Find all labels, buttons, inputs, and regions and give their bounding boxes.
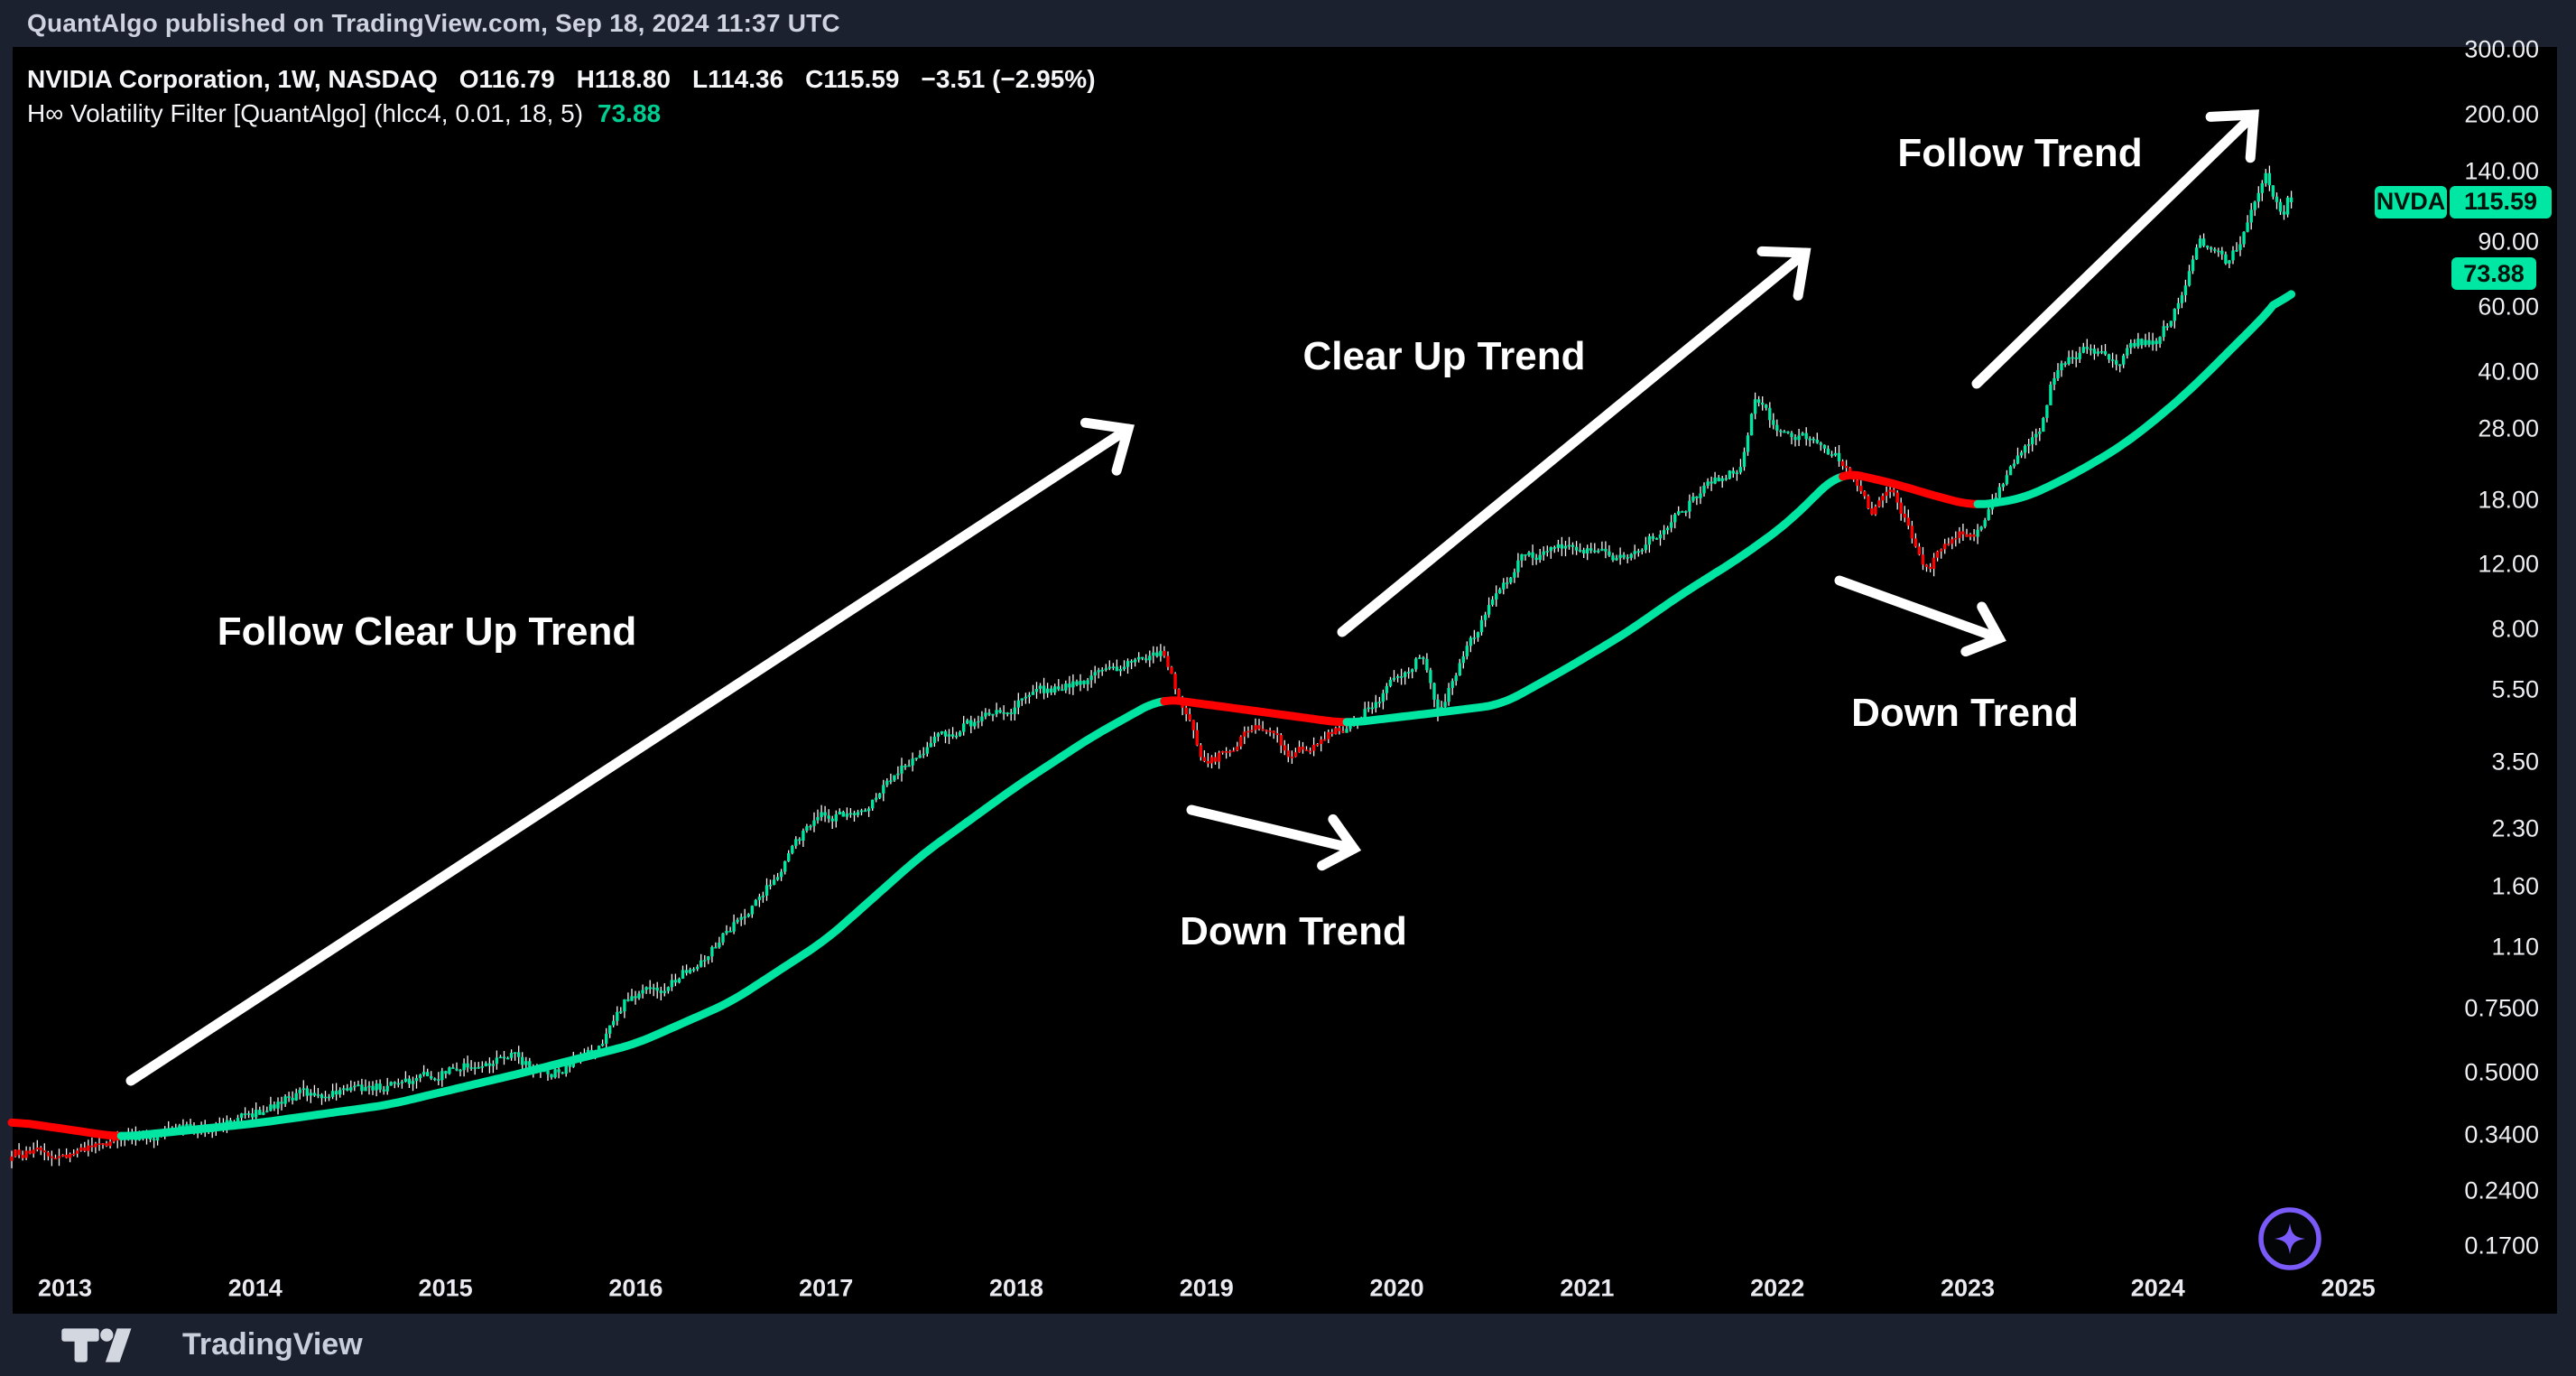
ohlc-change: −3.51 (−2.95%) bbox=[921, 65, 1096, 93]
year-label: 2020 bbox=[1369, 1274, 1424, 1302]
price-tick-label: 2.30 bbox=[2491, 814, 2539, 842]
annotation-down-trend-2[interactable]: Down Trend bbox=[1851, 691, 2079, 735]
sparkle-star-icon bbox=[2275, 1223, 2305, 1254]
year-label: 2016 bbox=[608, 1274, 663, 1302]
annotation-follow-clear-up-trend[interactable]: Follow Clear Up Trend bbox=[217, 609, 637, 654]
candle-wicks bbox=[11, 165, 2293, 1168]
price-tick-label: 60.00 bbox=[2478, 293, 2539, 321]
annotation-clear-up-trend[interactable]: Clear Up Trend bbox=[1302, 334, 1586, 378]
symbol-legend-row[interactable]: NVIDIA Corporation, 1W, NASDAQ O116.79 H… bbox=[27, 65, 1117, 94]
price-tick-label: 140.00 bbox=[2464, 157, 2539, 185]
price-tick-label: 0.3400 bbox=[2464, 1120, 2539, 1148]
price-tick-label: 3.50 bbox=[2491, 748, 2539, 776]
year-label: 2014 bbox=[227, 1274, 283, 1302]
symbol-label: NVDA bbox=[2375, 185, 2447, 218]
indicator-title: H∞ Volatility Filter [QuantAlgo] (hlcc4,… bbox=[27, 99, 584, 127]
year-label: 2023 bbox=[1940, 1274, 1996, 1302]
footer-bar: TradingView bbox=[0, 1314, 2576, 1376]
price-tick-label: 0.5000 bbox=[2464, 1058, 2539, 1086]
sparkle-button[interactable] bbox=[2257, 1206, 2322, 1271]
price-tick-label: 18.00 bbox=[2478, 486, 2539, 513]
indicator-price-value: 73.88 bbox=[2451, 257, 2536, 291]
chart-legend: NVIDIA Corporation, 1W, NASDAQ O116.79 H… bbox=[27, 65, 1117, 128]
price-tick-label: 5.50 bbox=[2491, 675, 2539, 703]
price-tick-label: 40.00 bbox=[2478, 358, 2539, 386]
up-candle-bodies bbox=[119, 172, 2293, 1141]
trend-arrows bbox=[125, 109, 2259, 1086]
price-tick-label: 28.00 bbox=[2478, 414, 2539, 442]
tradingview-brand-text[interactable]: TradingView bbox=[182, 1327, 363, 1362]
price-tick-label: 1.10 bbox=[2491, 933, 2539, 961]
publish-text: QuantAlgo published on TradingView.com, … bbox=[27, 9, 840, 37]
year-label: 2019 bbox=[1179, 1274, 1234, 1302]
symbol-title: NVIDIA Corporation, 1W, NASDAQ bbox=[27, 65, 438, 93]
volatility-filter-line bbox=[7, 290, 2296, 1140]
annotation-down-trend-1[interactable]: Down Trend bbox=[1180, 909, 1407, 953]
annotation-follow-trend[interactable]: Follow Trend bbox=[1897, 131, 2143, 175]
last-price-badge: NVDA 115.59 bbox=[2375, 185, 2552, 218]
ohlc-high: H118.80 bbox=[576, 65, 671, 93]
price-tick-label: 0.2400 bbox=[2464, 1176, 2539, 1204]
price-tick-label: 12.00 bbox=[2478, 550, 2539, 578]
year-label: 2025 bbox=[2321, 1274, 2376, 1302]
year-label: 2015 bbox=[418, 1274, 473, 1302]
publish-bar: QuantAlgo published on TradingView.com, … bbox=[0, 0, 2576, 47]
ohlc-low: L114.36 bbox=[691, 65, 784, 93]
year-label: 2018 bbox=[988, 1274, 1044, 1302]
year-label: 2022 bbox=[1750, 1274, 1805, 1302]
year-label: 2017 bbox=[799, 1274, 854, 1302]
price-tick-label: 0.1700 bbox=[2464, 1232, 2539, 1260]
ohlc-open: O116.79 bbox=[459, 65, 555, 93]
price-tick-label: 90.00 bbox=[2478, 228, 2539, 256]
price-tick-label: 8.00 bbox=[2491, 615, 2539, 643]
year-label: 2024 bbox=[2130, 1274, 2185, 1302]
price-tick-label: 1.60 bbox=[2491, 872, 2539, 900]
price-tick-label: 200.00 bbox=[2464, 100, 2539, 128]
indicator-price-badge: 73.88 bbox=[2451, 257, 2536, 291]
year-label: 2021 bbox=[1560, 1274, 1615, 1302]
year-label: 2013 bbox=[37, 1274, 93, 1302]
down-candle-bodies bbox=[10, 460, 1976, 1161]
indicator-legend-row[interactable]: H∞ Volatility Filter [QuantAlgo] (hlcc4,… bbox=[27, 99, 1117, 128]
indicator-value: 73.88 bbox=[598, 99, 662, 127]
ohlc-close: C115.59 bbox=[805, 65, 900, 93]
chart-panel bbox=[13, 47, 2557, 1314]
last-price-value: 115.59 bbox=[2450, 185, 2552, 218]
price-tick-label: 0.7500 bbox=[2464, 994, 2539, 1022]
price-tick-label: 300.00 bbox=[2464, 35, 2539, 63]
tradingview-logo-icon[interactable] bbox=[58, 1327, 166, 1363]
